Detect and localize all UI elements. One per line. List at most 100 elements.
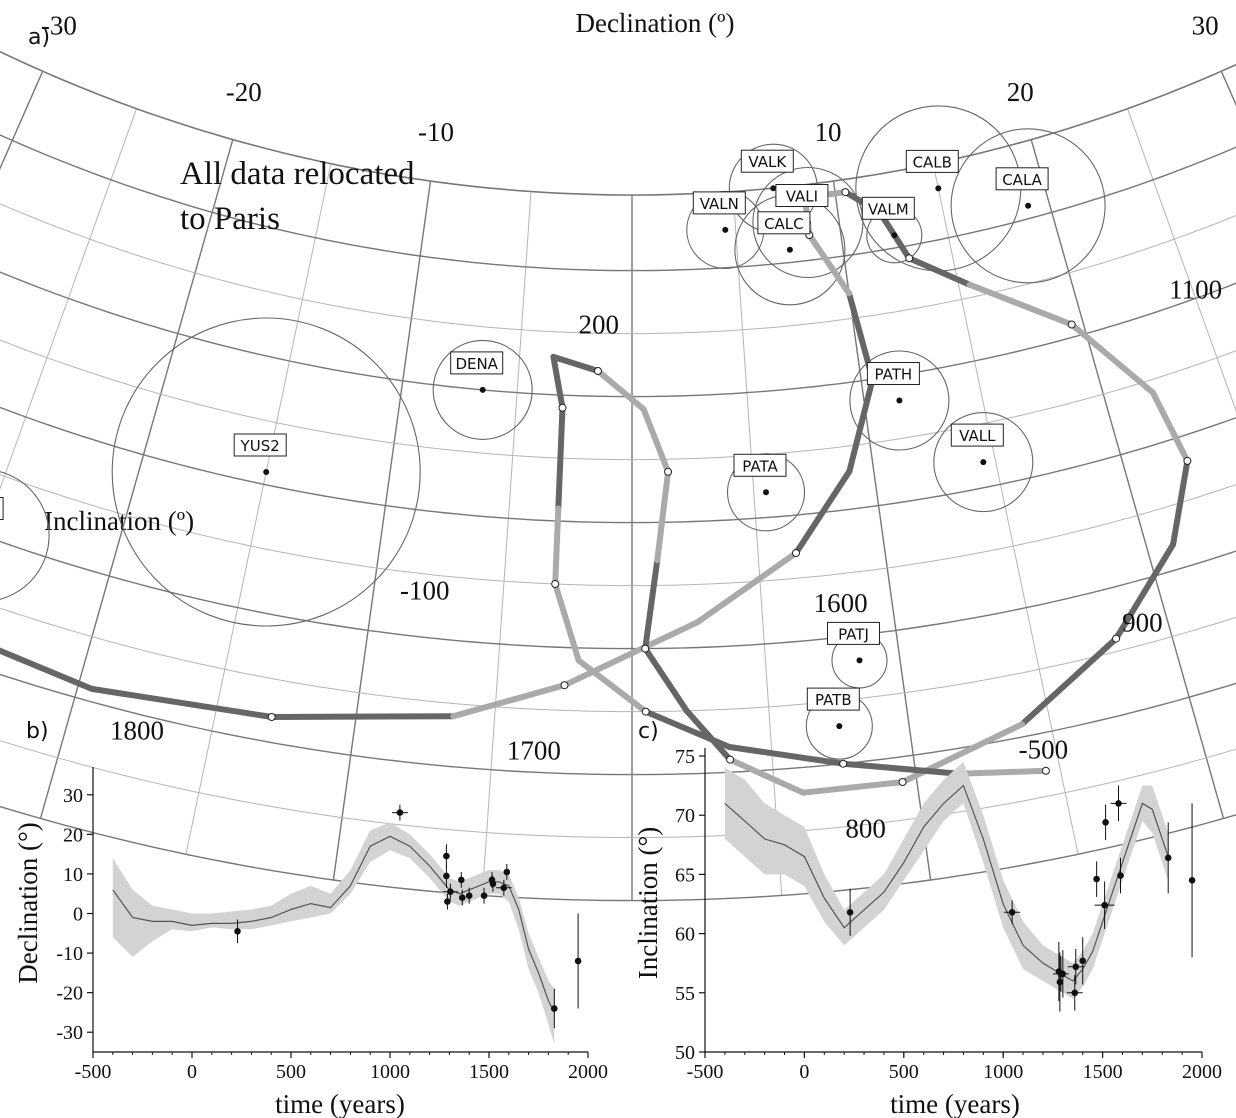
meridian-line xyxy=(0,108,137,491)
site-point xyxy=(722,226,729,233)
y-tick-label: 10 xyxy=(63,864,83,886)
data-point xyxy=(1101,901,1108,909)
curve-segment xyxy=(552,581,582,664)
parallel-arc xyxy=(0,339,1236,461)
confidence-circle xyxy=(849,350,950,451)
age-label: 900 xyxy=(1122,608,1163,638)
site-label: CALC xyxy=(757,211,811,235)
curve-segment xyxy=(561,619,701,689)
curve-segment xyxy=(1113,541,1177,642)
site-label: DENA xyxy=(450,351,504,375)
x-tick-label: 1500 xyxy=(1083,1061,1123,1083)
x-tick-label: 0 xyxy=(799,1061,809,1083)
age-marker xyxy=(841,188,850,197)
meridian-line xyxy=(481,191,532,896)
x-tick-label: 2000 xyxy=(568,1061,608,1083)
site-label-text: CALB xyxy=(913,153,952,171)
data-point xyxy=(1188,877,1196,884)
age-marker xyxy=(898,778,907,786)
confidence-circle xyxy=(432,339,533,440)
panel-a-y-label: Inclination (º) xyxy=(44,506,194,536)
curve-segment xyxy=(806,232,853,297)
parallel-arc xyxy=(0,203,1236,335)
data-point xyxy=(458,876,465,884)
curve-segment xyxy=(575,657,649,715)
annotation-line-2: to Paris xyxy=(180,201,280,237)
site-label-box xyxy=(866,362,920,385)
x-tick-label: 500 xyxy=(276,1061,306,1083)
site-label: VALM xyxy=(861,196,915,220)
panel-b-label: b) xyxy=(26,719,49,744)
meridian-line xyxy=(1030,139,1225,819)
curve-segment xyxy=(726,744,847,767)
curve-segment xyxy=(793,468,853,556)
site-label-text: PATA xyxy=(742,457,778,475)
curve-segment xyxy=(555,404,566,512)
site-label-text: VALI xyxy=(786,187,818,205)
data-point xyxy=(1115,800,1122,807)
site-label: VALL xyxy=(950,423,1004,447)
site-label-text: VALL xyxy=(959,427,996,445)
curve-segment xyxy=(956,767,1049,777)
data-point xyxy=(1117,872,1124,879)
x-tick-label: 2000 xyxy=(1182,1061,1222,1083)
curve-segment xyxy=(654,468,672,564)
curve-segment xyxy=(727,756,807,796)
site-label: VALI xyxy=(775,184,829,207)
meridian-line xyxy=(185,163,332,855)
site-label: PATH xyxy=(866,362,920,385)
secular-variation-curve xyxy=(0,188,1192,796)
y-tick-label: 55 xyxy=(675,983,695,1005)
meridian-line xyxy=(1220,70,1236,107)
site-point xyxy=(836,723,843,730)
site-label-text: PATH xyxy=(875,366,913,384)
site-label-text: CALC xyxy=(764,215,804,233)
x-tick-label: -500 xyxy=(75,1061,112,1083)
site-label-box xyxy=(450,351,504,375)
site-label: PATA xyxy=(733,453,787,477)
site-label-text: PATJ xyxy=(838,625,869,643)
data-point xyxy=(1164,854,1172,862)
panel-a-label: a) xyxy=(28,25,50,50)
site-label: PATJ xyxy=(827,621,880,645)
x-tick-label: 1000 xyxy=(983,1061,1023,1083)
site-label-box xyxy=(861,196,915,220)
meridian-line xyxy=(332,181,432,881)
site-label: GUA2 xyxy=(0,497,4,520)
annotation-line-1: All data relocated xyxy=(180,156,415,192)
data-point xyxy=(465,892,473,899)
site-markers: VALK VALN VALI CALB CALC VALM CALA DENA PATH YUS2… xyxy=(0,149,1049,730)
age-label: -100 xyxy=(400,575,450,605)
site-point xyxy=(980,459,987,466)
curve-segment xyxy=(552,505,562,587)
curve-segment xyxy=(846,376,876,475)
site-point xyxy=(763,489,769,496)
panel-a-grid: -30-20-10102030506070 xyxy=(0,10,1236,902)
panel-c-x-label: time (years) xyxy=(890,1089,1020,1118)
data-point xyxy=(1056,978,1064,986)
meridian-line xyxy=(39,139,234,819)
site-label-box xyxy=(740,149,794,173)
data-point xyxy=(1093,875,1100,883)
parallel-arc xyxy=(0,673,1236,776)
confidence-band xyxy=(112,822,555,1045)
mean-curve xyxy=(112,835,555,1013)
confidence-circle xyxy=(0,471,50,600)
data-point xyxy=(1072,963,1080,971)
site-point xyxy=(856,657,863,664)
age-marker xyxy=(1112,634,1121,643)
site-point xyxy=(896,397,903,404)
panel-c: c) -500 0 500 1000 1500 2000 50 55 60 65 70 75 time… xyxy=(633,719,1222,1118)
curve-segment xyxy=(1019,635,1120,728)
parallel-arc xyxy=(0,474,1236,587)
data-point xyxy=(574,957,582,965)
dec-tick-label: 20 xyxy=(1007,77,1034,107)
site-label: CALA xyxy=(995,167,1049,191)
data-point xyxy=(489,880,497,888)
x-tick-label: -500 xyxy=(687,1061,724,1083)
curve-segment xyxy=(550,353,566,411)
age-label: 1800 xyxy=(110,716,164,746)
site-label-text: VALK xyxy=(748,153,787,171)
dec-tick-label: 30 xyxy=(1192,10,1219,40)
